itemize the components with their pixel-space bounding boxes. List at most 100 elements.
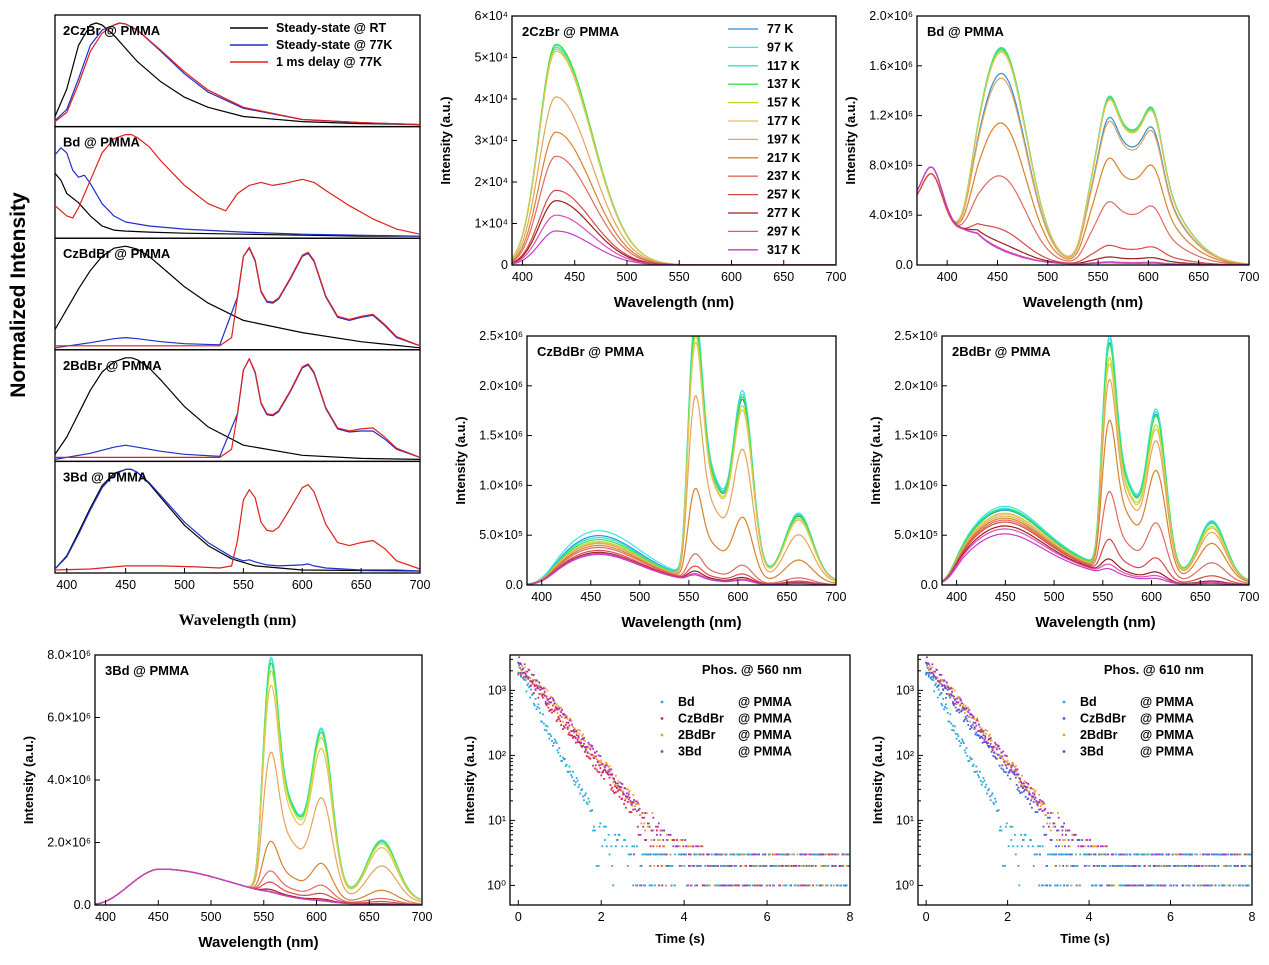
decay-point [709,865,711,867]
decay-point [561,760,563,762]
y-axis-title: Intensity (a.u.) [462,736,477,824]
decay-point [559,714,562,717]
plot-frame [917,654,1253,906]
y-axis-title: Intensity (a.u.) [870,736,885,824]
decay-point [656,833,658,836]
decay-point [545,729,548,732]
decay-point [688,853,690,856]
decay-point [655,825,657,828]
x-tick-label: 550 [233,578,254,592]
decay-point [985,732,988,735]
decay-point [616,790,619,793]
decay-point [1031,795,1033,798]
spectrum-line [54,147,421,237]
decay-point [981,781,984,784]
decay-point [596,770,599,773]
decay-point [636,825,639,828]
decay-point [749,884,751,887]
decay-point [1082,845,1084,848]
decay-point [724,884,727,887]
decay-point [551,696,553,699]
decay-point [1038,794,1040,796]
decay-point [593,754,595,757]
decay-point [690,845,693,848]
stack-subplot: 2BdBr @ PMMA [54,349,421,463]
decay-point [827,853,830,856]
decay-point [584,746,586,748]
decay-point [1182,884,1185,887]
decay-point [1009,769,1012,771]
decay-point [952,702,954,705]
decay-point [666,839,668,841]
decay-point [610,774,613,777]
panel-title: 3Bd @ PMMA [105,663,190,678]
decay-point [624,787,626,790]
decay-point [1213,853,1216,856]
x-tick-label: 6 [1167,910,1174,924]
decay-point [775,853,778,856]
decay-point [1003,759,1005,762]
decay-point [1017,773,1020,776]
x-tick-label: 600 [1138,270,1159,284]
decay-point [1129,853,1132,856]
decay-point [594,767,596,770]
decay-point [969,728,971,730]
decay-point [1081,839,1083,841]
decay-point [644,884,646,887]
decay-point [802,884,804,887]
decay-point [944,706,946,708]
decay-point [1035,800,1038,802]
legend-marker [660,733,664,737]
decay-point [536,680,539,682]
decay-point [1038,808,1040,811]
temperature-curve [527,487,836,585]
decay-point [946,688,949,691]
decay-point [564,723,567,726]
decay-point [657,822,660,825]
decay-point [1005,764,1007,767]
decay-point [652,829,655,832]
decay-point [1224,884,1227,887]
x-tick-label: 700 [1239,270,1260,284]
decay-point [1113,884,1116,887]
decay-point [1018,790,1021,792]
y-tick-label: 1.0×10⁶ [479,478,523,492]
decay-point [968,716,971,718]
decay-point [760,884,763,887]
decay-point [1177,865,1180,867]
decay-point [1237,865,1239,867]
decay-point [525,674,528,677]
decay-point [573,783,576,786]
decay-point [1083,865,1086,867]
y-tick-label: 4×10⁴ [474,92,508,106]
decay-point [762,853,765,856]
decay-point [983,741,986,743]
decay-point [980,730,983,733]
x-tick-label: 700 [826,590,847,604]
decay-point [532,693,534,695]
decay-point [535,708,538,711]
decay-point [597,763,600,766]
decay-point [580,742,583,744]
decay-point [644,829,646,832]
decay-point [631,802,634,805]
decay-point [953,729,955,732]
decay-point [1221,884,1223,887]
decay-point [535,679,538,682]
decay-point [1014,773,1016,776]
decay-point [721,853,724,856]
decay-point [976,734,979,737]
decay-point [1039,805,1042,807]
decay-point [626,801,629,803]
decay-point [993,751,996,754]
decay-point [1031,792,1034,795]
decay-point [612,790,615,792]
decay-point [1009,765,1012,768]
decay-point [988,734,990,737]
panel-title: 2BdBr @ PMMA [952,344,1051,359]
decay-point [805,865,808,867]
decay-point [636,845,638,848]
decay-point [567,733,570,736]
decay-point [1045,833,1048,836]
decay-point [753,853,756,856]
